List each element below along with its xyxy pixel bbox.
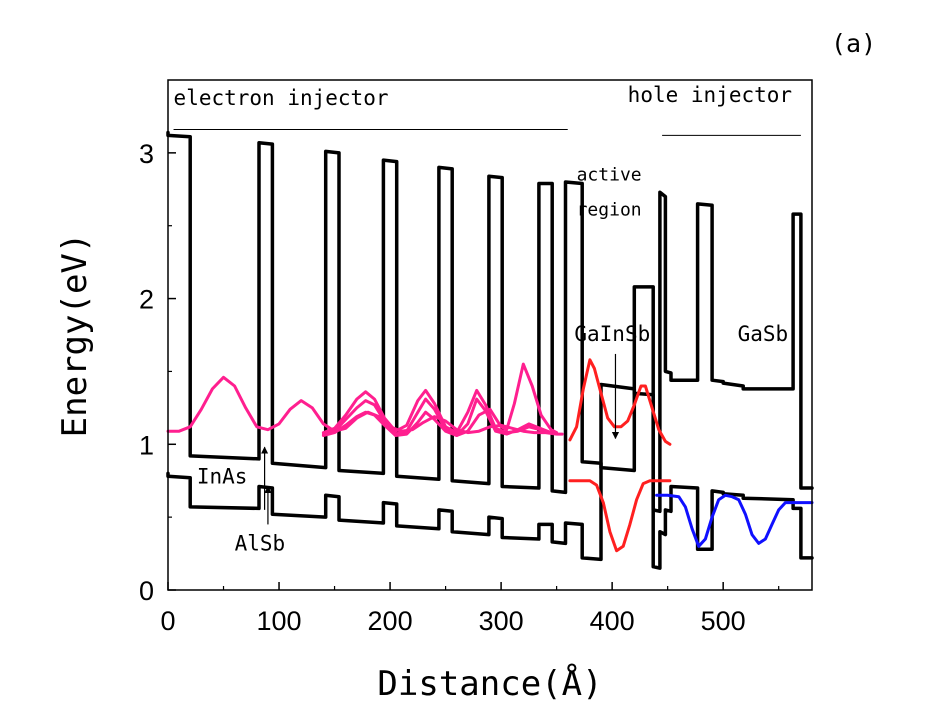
y-axis-title: Energy(eV) bbox=[55, 233, 95, 438]
annotation-hole-injector: hole injector bbox=[628, 83, 792, 107]
annotation-active-line1: active bbox=[577, 165, 642, 186]
x-tick-label: 500 bbox=[701, 606, 746, 636]
panel-label: (a) bbox=[831, 29, 876, 58]
annotation-electron-injector: electron injector bbox=[174, 86, 389, 110]
arrow-layer bbox=[261, 353, 620, 525]
x-axis-title: Distance(Å) bbox=[377, 663, 602, 704]
y-tick-label: 1 bbox=[139, 430, 154, 460]
y-tick-label: 2 bbox=[139, 285, 154, 315]
annotation-alsb: AlSb bbox=[235, 532, 286, 556]
series-electron-wavefunction-4 bbox=[321, 362, 559, 437]
series-active-hole-wavefunction bbox=[568, 479, 672, 553]
x-tick-label: 400 bbox=[590, 606, 635, 636]
series-valence-band bbox=[166, 382, 814, 570]
x-tick-label: 0 bbox=[160, 606, 175, 636]
y-tick-label: 0 bbox=[139, 576, 154, 606]
x-tick-label: 100 bbox=[257, 606, 302, 636]
series-hole-wavefunction bbox=[655, 493, 814, 548]
annotation-active-line2: region bbox=[577, 200, 642, 221]
series-electron-wavefunction-3 bbox=[321, 397, 553, 437]
annotation-gasb: GaSb bbox=[738, 322, 789, 346]
plot-frame bbox=[167, 79, 813, 591]
annotation-layer: electron injector hole injector active regi… bbox=[174, 83, 793, 556]
annotation-inas: InAs bbox=[197, 465, 248, 489]
annotation-line-layer bbox=[173, 129, 801, 136]
series-layer bbox=[166, 130, 814, 570]
y-axis-ticks: 0 1 2 3 bbox=[139, 139, 176, 606]
y-tick-label: 3 bbox=[139, 139, 154, 169]
x-tick-label: 300 bbox=[479, 606, 524, 636]
annotation-gainsb: GaInSb bbox=[574, 322, 650, 346]
x-axis-ticks: 0 100 200 300 400 500 bbox=[160, 582, 780, 636]
x-tick-label: 200 bbox=[368, 606, 413, 636]
series-conduction-band bbox=[166, 130, 814, 514]
series-active-electron-wavefunction bbox=[568, 358, 672, 446]
